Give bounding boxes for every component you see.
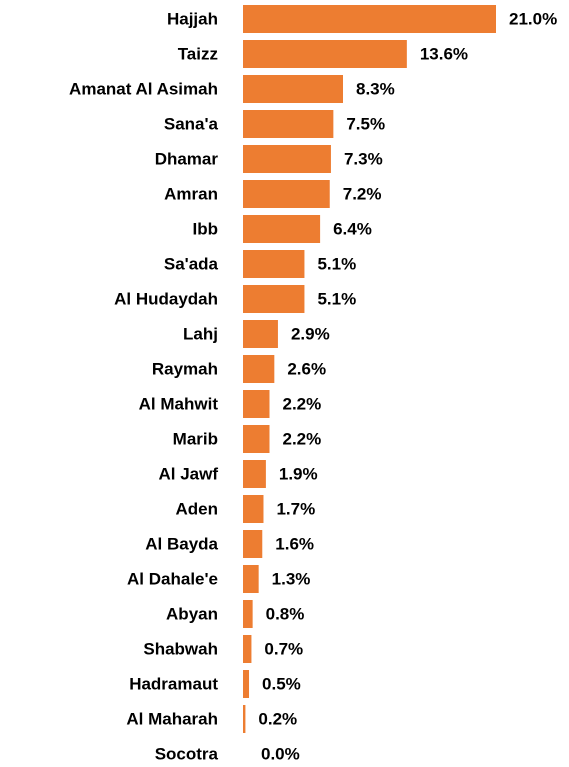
category-label: Amran bbox=[164, 184, 218, 203]
value-label: 0.2% bbox=[258, 709, 297, 728]
bar bbox=[243, 565, 259, 593]
value-label: 8.3% bbox=[356, 79, 395, 98]
bar bbox=[243, 495, 264, 523]
value-label: 0.8% bbox=[266, 604, 305, 623]
category-label: Ibb bbox=[193, 219, 219, 238]
bar bbox=[243, 215, 321, 243]
category-label: Amanat Al Asimah bbox=[69, 79, 218, 98]
bar bbox=[243, 250, 305, 278]
value-label: 1.6% bbox=[275, 534, 314, 553]
category-label: Raymah bbox=[152, 359, 218, 378]
value-label: 2.9% bbox=[291, 324, 330, 343]
value-label: 2.6% bbox=[287, 359, 326, 378]
category-label: Marib bbox=[173, 429, 218, 448]
category-label: Abyan bbox=[166, 604, 218, 623]
value-label: 2.2% bbox=[283, 394, 322, 413]
value-label: 5.1% bbox=[317, 254, 356, 273]
bar bbox=[243, 425, 270, 453]
value-label: 1.9% bbox=[279, 464, 318, 483]
category-label: Sana'a bbox=[164, 114, 219, 133]
value-label: 13.6% bbox=[420, 44, 468, 63]
bar bbox=[243, 145, 331, 173]
category-label: Lahj bbox=[183, 324, 218, 343]
value-label: 6.4% bbox=[333, 219, 372, 238]
value-label: 1.7% bbox=[276, 499, 315, 518]
bar bbox=[243, 320, 278, 348]
category-label: Al Jawf bbox=[158, 464, 218, 483]
bar bbox=[243, 355, 275, 383]
category-label: Socotra bbox=[155, 744, 219, 763]
category-label: Taizz bbox=[178, 44, 218, 63]
value-label: 7.5% bbox=[346, 114, 385, 133]
bar bbox=[243, 390, 270, 418]
category-label: Aden bbox=[176, 499, 219, 518]
value-label: 0.0% bbox=[261, 744, 300, 763]
bar bbox=[243, 110, 334, 138]
value-label: 0.5% bbox=[262, 674, 301, 693]
category-label: Hajjah bbox=[167, 9, 218, 28]
bar bbox=[243, 635, 252, 663]
bar bbox=[243, 285, 305, 313]
value-label: 7.3% bbox=[344, 149, 383, 168]
bar bbox=[243, 600, 253, 628]
value-label: 7.2% bbox=[343, 184, 382, 203]
category-label: Al Mahwit bbox=[139, 394, 219, 413]
value-label: 1.3% bbox=[272, 569, 311, 588]
category-label: Sa'ada bbox=[164, 254, 219, 273]
category-label: Dhamar bbox=[155, 149, 219, 168]
category-label: Hadramaut bbox=[129, 674, 218, 693]
category-label: Al Maharah bbox=[126, 709, 218, 728]
bar bbox=[243, 670, 250, 698]
bar bbox=[243, 40, 407, 68]
category-label: Shabwah bbox=[143, 639, 218, 658]
bar bbox=[243, 180, 330, 208]
bar bbox=[243, 705, 246, 733]
bar bbox=[243, 530, 263, 558]
value-label: 21.0% bbox=[509, 9, 557, 28]
bar bbox=[243, 5, 496, 33]
category-label: Al Dahale'e bbox=[127, 569, 218, 588]
bar bbox=[243, 460, 266, 488]
value-label: 0.7% bbox=[264, 639, 303, 658]
value-label: 2.2% bbox=[283, 429, 322, 448]
value-label: 5.1% bbox=[317, 289, 356, 308]
category-label: Al Hudaydah bbox=[114, 289, 218, 308]
bar bbox=[243, 75, 343, 103]
category-label: Al Bayda bbox=[145, 534, 218, 553]
